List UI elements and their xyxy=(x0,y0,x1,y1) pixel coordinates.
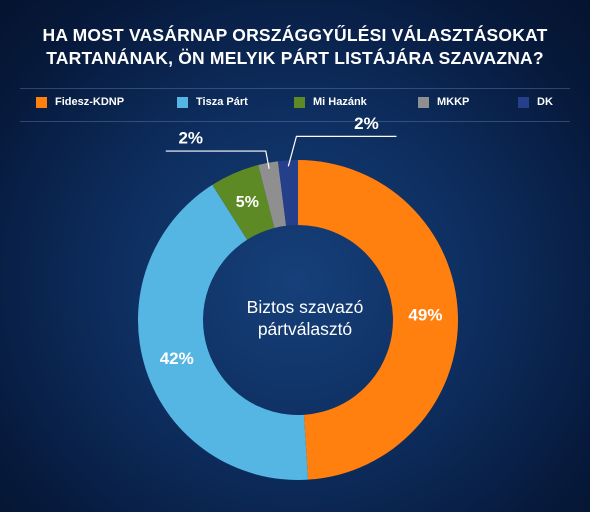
data-label-mkkp: 2% xyxy=(178,129,203,148)
donut-slice-mi-hazank xyxy=(212,165,275,240)
data-label-mi-hazank: 5% xyxy=(236,194,259,211)
data-label-tisza: 42% xyxy=(160,349,194,368)
legend-item-fidesz: Fidesz-KDNP xyxy=(36,96,124,108)
legend-item-mi-hazank: Mi Hazánk xyxy=(294,96,367,108)
legend-label: Mi Hazánk xyxy=(313,96,367,108)
center-label-line-2: pártválasztó xyxy=(257,319,353,339)
leader-line-mkkp xyxy=(165,150,270,169)
donut-center-label: Biztos szavazó pártválasztó xyxy=(195,296,415,340)
donut-slice-tisza xyxy=(138,184,309,480)
legend-item-mkkp: MKKP xyxy=(418,96,469,108)
legend-label: Tisza Párt xyxy=(196,96,248,108)
legend-swatch xyxy=(418,96,429,108)
donut-slice-fidesz xyxy=(298,160,458,480)
legend-item-dk: DK xyxy=(518,96,553,108)
legend-label: MKKP xyxy=(437,96,470,108)
legend-swatch xyxy=(294,96,305,108)
data-label-dk: 2% xyxy=(354,114,379,133)
legend-label: Fidesz-KDNP xyxy=(55,96,125,108)
leader-line-dk xyxy=(287,135,397,167)
legend-swatch xyxy=(518,96,529,108)
legend-label: DK xyxy=(537,96,553,108)
chart-legend: Fidesz-KDNP Tisza Párt Mi Hazánk MKKP DK xyxy=(0,96,590,116)
legend-swatch xyxy=(177,96,188,108)
chart-title: HA MOST VASÁRNAP ORSZÁGGYŰLÉSI VÁLASZTÁS… xyxy=(0,24,590,70)
chart-title-line-2: TARTANÁNAK, ÖN MELYIK PÁRT LISTÁJÁRA SZA… xyxy=(46,48,544,68)
legend-bottom-divider xyxy=(20,121,570,122)
center-label-line-1: Biztos szavazó xyxy=(246,297,364,317)
donut-slice-dk xyxy=(277,160,298,226)
legend-swatch xyxy=(36,96,47,108)
chart-title-line-1: HA MOST VASÁRNAP ORSZÁGGYŰLÉSI VÁLASZTÁS… xyxy=(42,25,548,45)
legend-top-divider xyxy=(20,88,570,89)
legend-item-tisza: Tisza Párt xyxy=(177,96,248,108)
data-label-fidesz: 49% xyxy=(408,305,442,324)
donut-slice-mkkp xyxy=(258,161,287,228)
